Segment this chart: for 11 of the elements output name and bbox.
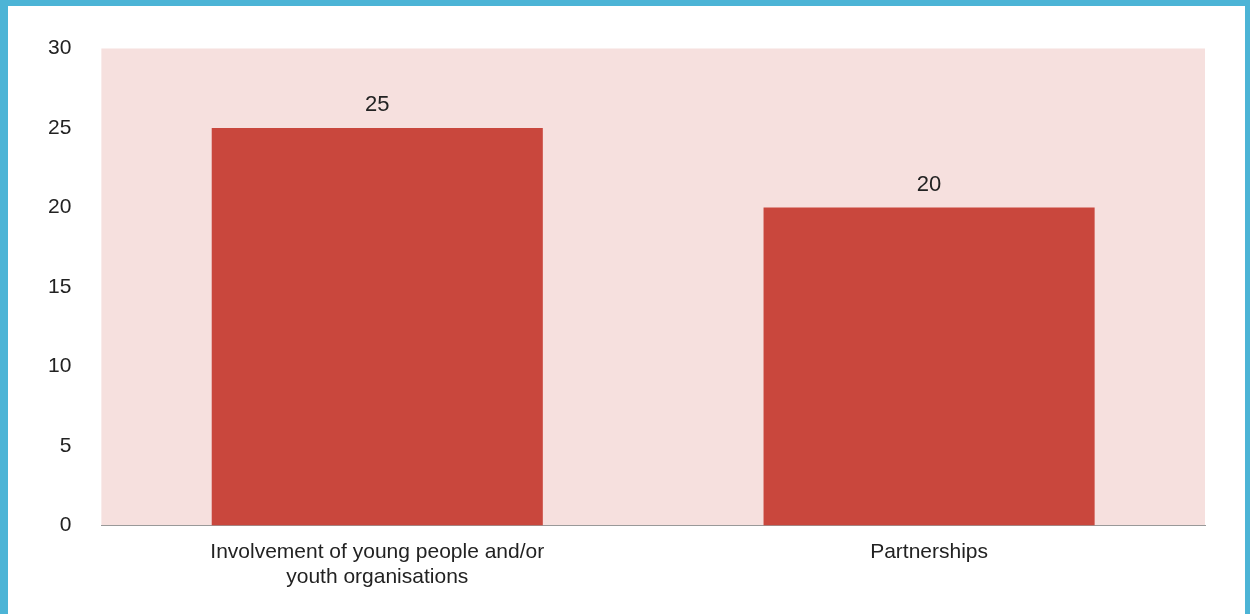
- y-tick-label: 30: [48, 35, 72, 59]
- y-tick-label: 10: [48, 353, 72, 377]
- y-tick-label: 25: [48, 114, 72, 138]
- data-label: 25: [365, 91, 390, 117]
- y-tick-label: 5: [59, 432, 72, 456]
- x-tick-label: Partnerships: [870, 539, 989, 562]
- y-tick-label: 20: [48, 194, 72, 218]
- y-tick-label: 0: [59, 512, 72, 536]
- data-label: 20: [916, 170, 942, 196]
- y-tick-label: 15: [48, 273, 72, 297]
- x-tick-label: Involvement of young people and/or youth organisations: [210, 539, 545, 588]
